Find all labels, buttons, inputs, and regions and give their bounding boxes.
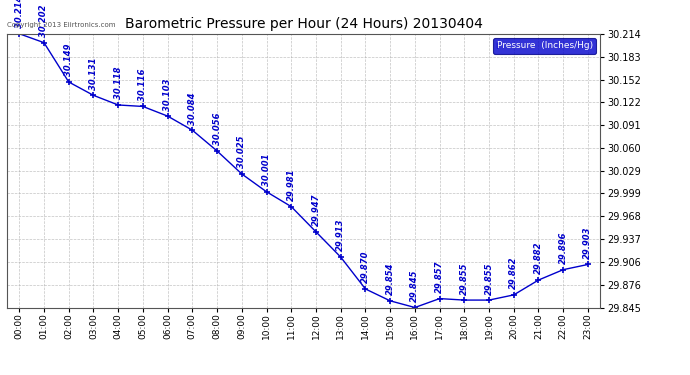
Text: 29.870: 29.870: [361, 251, 370, 284]
Text: 29.882: 29.882: [534, 242, 543, 274]
Text: 29.896: 29.896: [559, 232, 568, 264]
Text: 30.131: 30.131: [89, 57, 98, 90]
Text: 30.001: 30.001: [262, 154, 271, 186]
Text: 29.913: 29.913: [336, 219, 345, 252]
Title: Barometric Pressure per Hour (24 Hours) 20130404: Barometric Pressure per Hour (24 Hours) …: [125, 17, 482, 31]
Text: 30.118: 30.118: [114, 67, 123, 99]
Text: 29.855: 29.855: [484, 262, 493, 294]
Text: 29.981: 29.981: [287, 168, 296, 201]
Text: 30.116: 30.116: [139, 68, 148, 101]
Legend: Pressure  (Inches/Hg): Pressure (Inches/Hg): [493, 38, 595, 54]
Text: 29.845: 29.845: [411, 270, 420, 302]
Text: 30.025: 30.025: [237, 136, 246, 168]
Text: 30.149: 30.149: [64, 44, 73, 76]
Text: 30.214: 30.214: [14, 0, 23, 28]
Text: 29.947: 29.947: [311, 194, 320, 226]
Text: Copyright 2013 Eiirtronics.com: Copyright 2013 Eiirtronics.com: [7, 22, 115, 28]
Text: 29.854: 29.854: [386, 263, 395, 295]
Text: 29.857: 29.857: [435, 261, 444, 293]
Text: 30.084: 30.084: [188, 92, 197, 124]
Text: 29.855: 29.855: [460, 262, 469, 294]
Text: 29.862: 29.862: [509, 257, 518, 290]
Text: 30.103: 30.103: [163, 78, 172, 111]
Text: 30.202: 30.202: [39, 4, 48, 37]
Text: 29.903: 29.903: [584, 226, 593, 259]
Text: 30.056: 30.056: [213, 113, 221, 146]
